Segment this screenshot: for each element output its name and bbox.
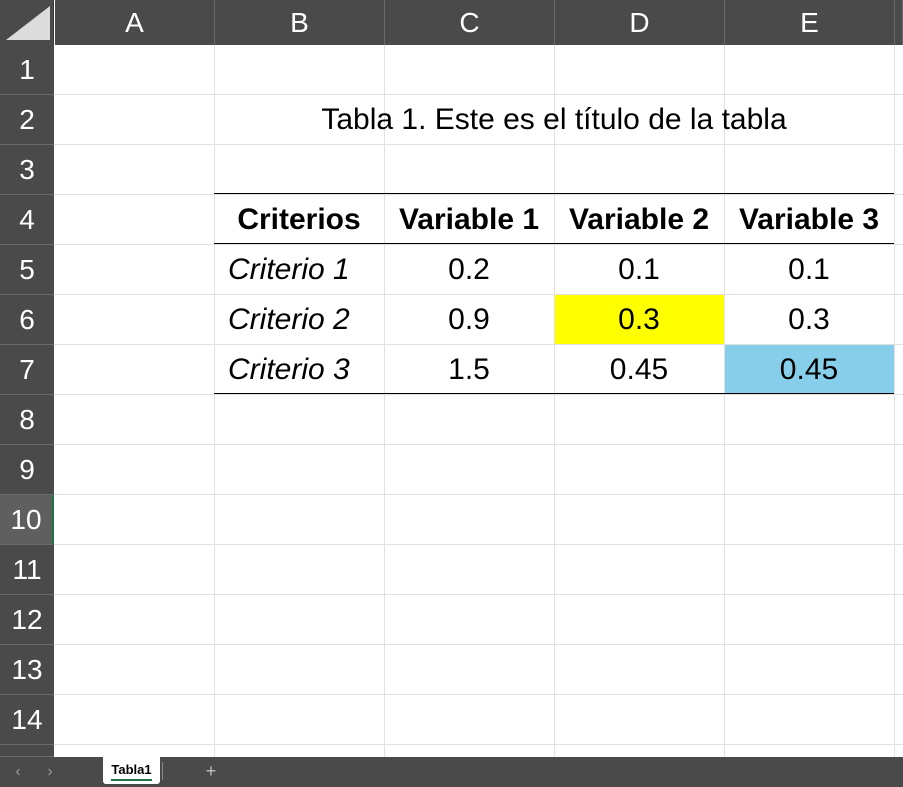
value-cell[interactable]: 0.3 [788,303,830,336]
row-header-8[interactable]: 8 [0,395,54,445]
row-header-15[interactable] [0,745,54,757]
gridline [214,45,215,757]
gridline [54,694,903,695]
gridline [54,494,903,495]
gridline [54,594,903,595]
value-cell[interactable]: 0.1 [788,253,830,286]
row-header-6[interactable]: 6 [0,295,54,345]
cell-d6-highlight [554,295,724,345]
value-cell[interactable]: 0.1 [618,253,660,286]
scroll-tabs-left-icon[interactable]: ‹ [15,763,21,780]
gridline [54,144,903,145]
gridline [54,444,903,445]
value-cell[interactable]: 0.2 [448,253,490,286]
value-cell-highlighted[interactable]: 0.45 [779,353,839,386]
active-tab-underline [111,779,152,781]
column-header-c[interactable]: C [385,0,555,45]
row-header-11[interactable]: 11 [0,545,54,595]
row-header-3[interactable]: 3 [0,145,54,195]
sheet-tab-tabla1[interactable]: Tabla1 [103,757,160,784]
row-header-13[interactable]: 13 [0,645,54,695]
gridline [54,544,903,545]
sheet-tab-bar: ‹ › Tabla1 + [0,757,903,787]
row-header-7[interactable]: 7 [0,345,54,395]
criterio-cell[interactable]: Criterio 2 [228,303,350,336]
gridline [54,194,903,195]
gridline [54,394,903,395]
gridline [54,94,903,95]
table-top-border [214,193,894,194]
gridline [54,294,903,295]
column-header-e[interactable]: E [725,0,895,45]
value-cell[interactable]: 0.9 [448,303,490,336]
value-cell[interactable]: 1.5 [448,353,490,386]
gridline [54,244,903,245]
column-header-f[interactable] [895,0,903,45]
table-bottom-border [214,393,894,394]
row-header-9[interactable]: 9 [0,445,54,495]
add-sheet-icon[interactable]: + [205,761,217,781]
row-header-1[interactable]: 1 [0,45,54,95]
value-cell-highlighted[interactable]: 0.3 [618,303,660,336]
column-header-d[interactable]: D [555,0,725,45]
cell-grid[interactable]: Tabla 1. Este es el título de la tabla C… [54,45,903,757]
gridline [554,45,555,757]
value-cell[interactable]: 0.45 [609,353,669,386]
column-header-a[interactable]: A [55,0,215,45]
row-header-5[interactable]: 5 [0,245,54,295]
gridline [54,644,903,645]
select-all-corner[interactable] [0,0,54,45]
header-variable-1[interactable]: Variable 1 [398,203,540,236]
cell-e7-highlight [724,345,894,395]
row-header-2[interactable]: 2 [0,95,54,145]
gridline [384,45,385,757]
tab-divider [162,762,163,780]
header-criterios[interactable]: Criterios [237,203,361,236]
row-header-14[interactable]: 14 [0,695,54,745]
criterio-cell[interactable]: Criterio 1 [228,253,350,286]
gridline [724,45,725,757]
gridline [894,45,895,757]
table-header-border [214,243,894,244]
sheet-tab-label: Tabla1 [111,762,152,777]
header-variable-3[interactable]: Variable 3 [738,203,880,236]
criterio-cell[interactable]: Criterio 3 [228,353,350,386]
gridline [54,744,903,745]
row-header-4[interactable]: 4 [0,195,54,245]
row-header-12[interactable]: 12 [0,595,54,645]
scroll-tabs-right-icon[interactable]: › [47,763,53,780]
header-variable-2[interactable]: Variable 2 [568,203,710,236]
select-all-triangle-icon [6,6,50,40]
row-header-10[interactable]: 10 [0,495,54,545]
table-title[interactable]: Tabla 1. Este es el título de la tabla [321,103,787,136]
column-header-b[interactable]: B [215,0,385,45]
gridline [54,344,903,345]
